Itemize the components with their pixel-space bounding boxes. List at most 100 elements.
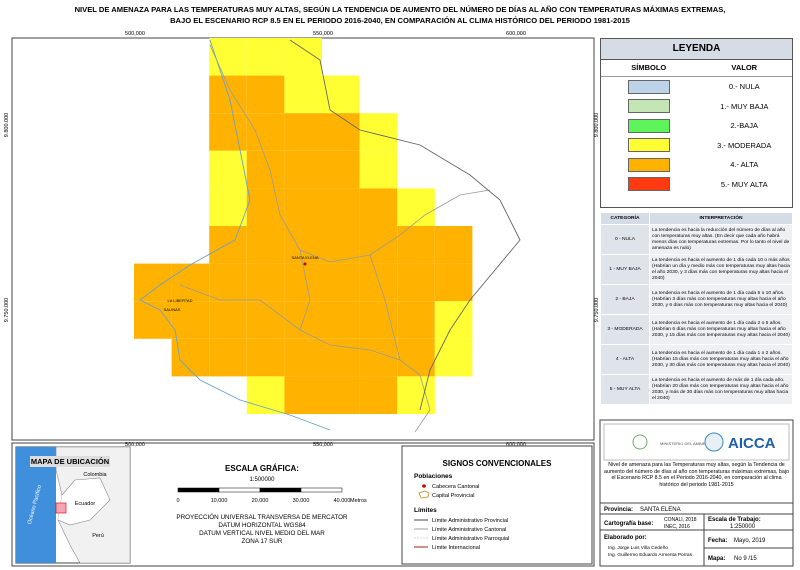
logo-box	[603, 423, 790, 461]
map-cell	[434, 226, 473, 264]
interpretation-cell: La tendencia es hacia el aumento de 1 dí…	[649, 314, 793, 345]
legend-label: 1.- MUY BAJA	[720, 101, 769, 111]
inset-label: Colombia	[83, 472, 107, 478]
map-cell	[359, 301, 398, 339]
sign-label: Límite Administrativo Parroquial	[432, 536, 509, 542]
y-coordinate-label: 9.800.000	[4, 113, 10, 137]
table-row: 4 - ALTA La tendencia es hacia el aumento…	[600, 344, 793, 375]
study-area	[55, 502, 67, 514]
legend-label: 2.-BAJA	[730, 121, 758, 131]
scale-segment	[300, 487, 343, 493]
signs-frame	[401, 445, 593, 565]
category-cell: 1 - MUY BAJA	[600, 254, 650, 285]
bottom-frame	[11, 442, 595, 567]
inset-label: Perú	[92, 533, 104, 539]
x-coordinate-label: 500,000	[125, 442, 145, 448]
legend-label: 5.- MUY ALTA	[720, 179, 768, 189]
sign-label: Límite Administrativo Cantonal	[432, 527, 506, 533]
place-marker	[303, 262, 307, 266]
map-cell	[359, 226, 398, 264]
legend-label: 3.- MODERADA	[717, 140, 772, 150]
map-cell	[322, 226, 360, 264]
boundaries	[179, 44, 491, 433]
interpretation-cell: La tendencia es hacia la reducción del n…	[649, 224, 793, 255]
legend-label: 4.- ALTA	[730, 160, 759, 170]
sign-label: Límite Internacional	[432, 545, 480, 551]
map-cell	[322, 113, 360, 151]
category-cell: 4 - ALTA	[600, 344, 650, 375]
map-cell	[284, 263, 322, 302]
projection-line: PROYECCIÓN UNIVERSAL TRANSVERSA DE MERCA…	[176, 512, 348, 521]
projection-line: DATUM VERTICAL NIVEL MEDIO DEL MAR	[199, 530, 325, 537]
map-cell	[246, 113, 285, 151]
map-cell	[246, 226, 285, 264]
map-cell	[359, 376, 398, 414]
info-label: Mapa:	[708, 556, 725, 562]
table-row: 0 - NULA La tendencia es hacia la reducci…	[600, 224, 793, 255]
map-cell	[209, 150, 247, 189]
map-cell	[246, 150, 285, 189]
info-label: Cartografía base:	[604, 521, 653, 527]
legend: LEYENDA SÍMBOLO VALOR 0.- NULA 1.- MUY BA…	[600, 38, 793, 208]
map-cell	[246, 376, 285, 414]
scale-segment	[177, 487, 220, 493]
map-cell	[209, 113, 247, 151]
map-cell	[397, 376, 435, 414]
coastline	[139, 39, 331, 431]
projection-line: DATUM HORIZONTAL WGS84	[218, 522, 306, 529]
map-cell	[209, 301, 247, 339]
legend-item: 2.-BAJA	[601, 116, 792, 136]
legend-header: SÍMBOLO	[631, 63, 667, 72]
map-cell	[434, 301, 473, 339]
map-cell	[209, 188, 247, 226]
legend-swatch-cell	[601, 157, 697, 172]
map-cell	[246, 75, 285, 114]
category-cell: 0 - NULA	[600, 224, 650, 255]
map-description: Nivel de amenaza para las Temperaturas m…	[604, 462, 789, 488]
map-cell	[171, 263, 210, 302]
map-cell	[284, 75, 322, 114]
map-cell	[246, 263, 285, 302]
map-cell	[171, 301, 210, 339]
y-coordinate-label: 9.800.000	[594, 113, 600, 137]
signs-heading: Límites	[414, 507, 437, 514]
map-cell	[134, 301, 172, 339]
legend-headers: SÍMBOLO VALOR	[601, 60, 792, 77]
map-cell	[434, 338, 473, 377]
map-cell	[246, 188, 285, 226]
legend-item: 4.- ALTA	[601, 155, 792, 175]
map-cell	[359, 188, 398, 226]
table-row: 2 - BAJA La tendencia es hacia el aumento…	[600, 284, 793, 315]
x-coordinate-label: 550,000	[313, 442, 333, 448]
legend-swatch-cell	[601, 79, 697, 94]
info-label: Elaborado por:	[604, 535, 647, 541]
signs-heading: Poblaciones	[414, 473, 453, 480]
map-cell	[284, 338, 322, 377]
category-cell: 3 - MODERADA	[600, 314, 650, 345]
header-row: CATEGORÍA INTERPRETACIÓN	[600, 212, 793, 225]
legend-swatch	[627, 118, 670, 133]
info-value: Ing. Jorge Luis Villa Cedeño	[608, 545, 668, 551]
table: CATEGORÍA INTERPRETACIÓN 0 - NULA La tend…	[600, 212, 793, 405]
sign-symbol	[418, 490, 430, 499]
map-cell	[134, 263, 172, 302]
table-row: 5 - MUY ALTA La tendencia es hacia el aum…	[600, 374, 793, 405]
legend-header: VALOR	[731, 63, 758, 72]
scale-ratio: 1:500000	[249, 477, 275, 483]
map-cell	[284, 188, 322, 226]
map-cell	[359, 263, 398, 302]
legend-swatch-cell	[601, 138, 697, 153]
title: NIVEL DE AMENAZA PARA LAS TEMPERATURAS M…	[0, 4, 800, 26]
logo-icon	[704, 432, 724, 452]
info-value: CONALI, 2018	[664, 517, 697, 523]
table-row: 1 - MUY BAJA La tendencia es hacia el aum…	[600, 254, 793, 285]
interpretation-table: CATEGORÍA INTERPRETACIÓN 0 - NULA La tend…	[600, 212, 793, 408]
y-coordinate-label: 9.750.000	[594, 298, 600, 322]
province-limit	[289, 39, 521, 411]
inset-label: Ecuador	[75, 501, 96, 507]
map-cell	[209, 226, 247, 264]
legend-swatch-cell	[601, 118, 697, 133]
legend-swatch	[627, 177, 670, 192]
inset-title-bg	[30, 456, 110, 467]
map-cell	[284, 150, 322, 189]
